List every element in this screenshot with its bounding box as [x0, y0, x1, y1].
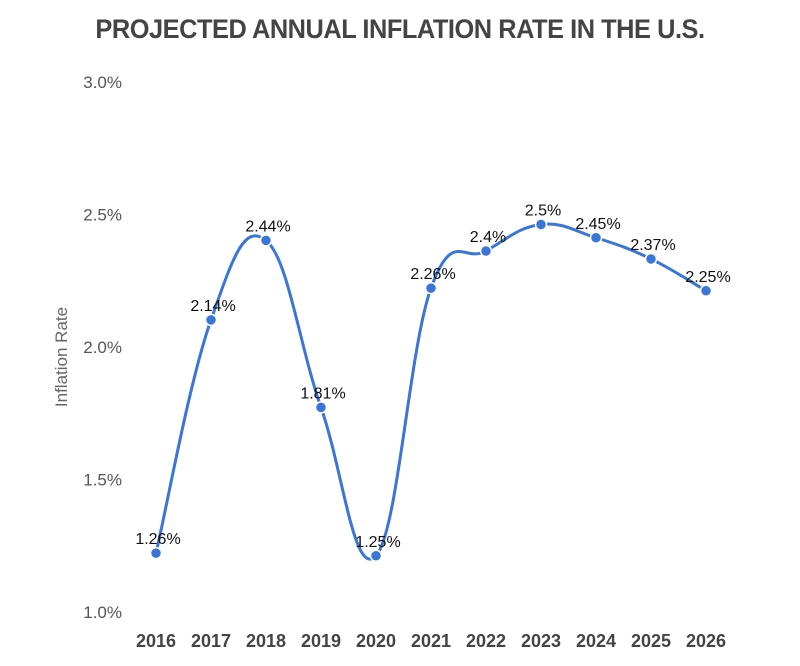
y-tick-label: 3.0% — [83, 73, 122, 92]
data-point — [479, 244, 493, 258]
x-tick-label: 2023 — [521, 631, 561, 651]
data-label: 1.26% — [135, 531, 180, 548]
x-tick-label: 2016 — [136, 631, 176, 651]
data-point — [589, 231, 603, 244]
data-label: 2.37% — [630, 237, 675, 254]
data-labels: 1.26% 2.14% 2.44% 1.81% 1.25% 2.26% 2.4% 2.5% 2.… — [135, 203, 730, 551]
x-tick-label: 2018 — [246, 631, 286, 651]
data-label: 1.25% — [355, 534, 400, 551]
data-label: 2.26% — [410, 266, 455, 283]
data-point — [369, 549, 383, 562]
y-tick-label: 1.5% — [83, 471, 122, 490]
y-axis-ticks: 1.0% 1.5% 2.0% 2.5% 3.0% — [83, 73, 122, 622]
x-tick-label: 2024 — [576, 631, 616, 651]
data-points — [149, 218, 713, 562]
series-line — [154, 222, 708, 561]
x-tick-label: 2019 — [301, 631, 341, 651]
x-tick-label: 2020 — [356, 631, 396, 651]
y-tick-label: 2.5% — [83, 206, 122, 225]
data-point — [644, 252, 658, 266]
data-label: 2.25% — [685, 269, 730, 286]
data-label: 2.44% — [245, 218, 290, 235]
x-tick-label: 2021 — [411, 631, 451, 651]
x-axis-ticks: 2016 2017 2018 2019 2020 2021 2022 2023 2024 2025… — [136, 631, 726, 651]
data-point — [534, 218, 548, 231]
data-label: 2.45% — [575, 216, 620, 233]
data-label: 1.81% — [300, 385, 345, 402]
y-tick-label: 1.0% — [83, 603, 122, 622]
x-tick-label: 2017 — [191, 631, 231, 651]
data-label: 2.5% — [525, 203, 561, 220]
data-point — [204, 313, 218, 327]
data-point — [424, 281, 438, 295]
chart-title: PROJECTED ANNUAL INFLATION RATE IN THE U… — [95, 14, 705, 44]
data-label: 2.4% — [470, 229, 506, 246]
y-tick-label: 2.0% — [83, 338, 122, 357]
x-tick-label: 2026 — [686, 631, 726, 651]
x-tick-label: 2025 — [631, 631, 671, 651]
x-tick-label: 2022 — [466, 631, 506, 651]
data-point — [699, 284, 713, 297]
data-point — [149, 546, 163, 560]
data-point — [314, 401, 328, 414]
data-point — [259, 234, 273, 247]
data-label: 2.14% — [190, 298, 235, 315]
